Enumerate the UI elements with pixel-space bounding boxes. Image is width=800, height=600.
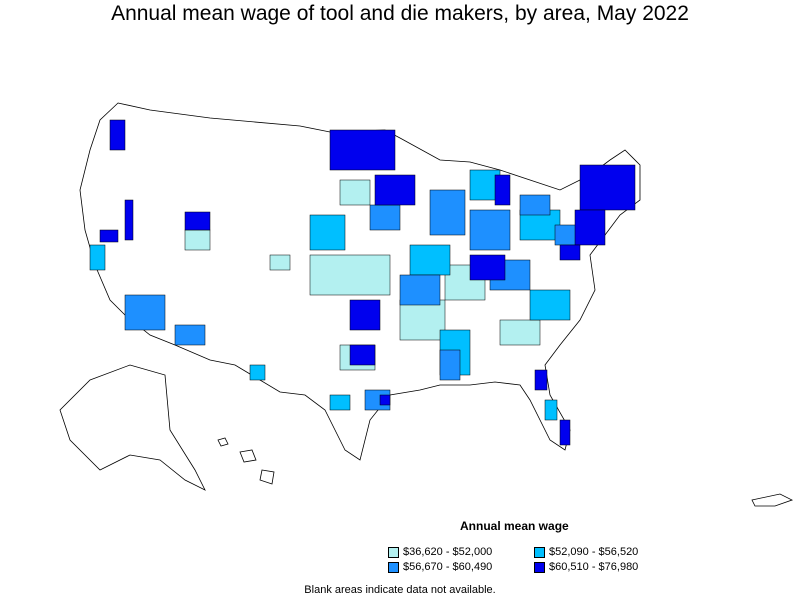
legend-swatch-1 [388,546,399,558]
legend-item-4: $60,510 - $76,980 [534,561,638,573]
legend-label-2: $52,090 - $56,520 [549,546,639,558]
legend-title: Annual mean wage [460,519,569,533]
footnote: Blank areas indicate data not available. [304,584,496,596]
legend-item-3: $56,670 - $60,490 [388,561,492,573]
hawaii-outline [217,437,275,485]
legend-item-1: $36,620 - $52,000 [388,546,492,558]
legend-label-1: $36,620 - $52,000 [403,546,493,558]
puerto-rico-outline [751,493,794,507]
wage-regions [89,119,636,446]
legend-swatch-3 [388,561,399,573]
legend-label-3: $56,670 - $60,490 [403,561,493,573]
map-title: Annual mean wage of tool and die makers,… [111,2,689,25]
legend-swatch-4 [534,561,545,573]
alaska-outline [59,364,206,491]
legend-swatch-2 [534,546,545,558]
legend-label-4: $60,510 - $76,980 [549,561,639,573]
legend-item-2: $52,090 - $56,520 [534,546,638,558]
